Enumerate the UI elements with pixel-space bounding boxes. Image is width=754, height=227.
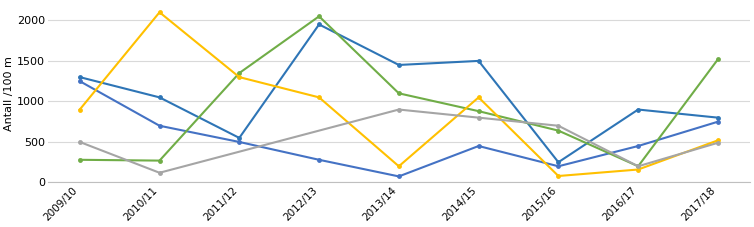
Y-axis label: Antall /100 m: Antall /100 m [5, 56, 14, 131]
